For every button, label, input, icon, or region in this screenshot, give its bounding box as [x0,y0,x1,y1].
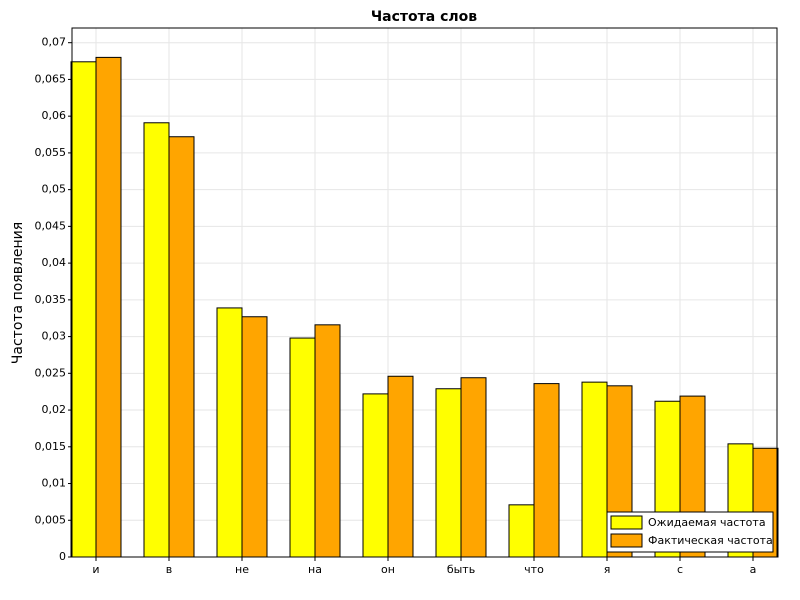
y-tick-label: 0,01 [42,477,67,490]
x-tick-label: он [381,563,395,576]
y-axis-label: Частота появления [10,222,26,364]
y-tick-label: 0,045 [35,219,67,232]
bar [70,61,97,558]
y-tick-label: 0,05 [42,183,67,196]
y-tick-label: 0,03 [42,330,67,343]
x-tick-label: в [166,563,172,576]
legend-label: Фактическая частота [648,534,773,547]
x-tick-label: я [604,563,611,576]
legend-label: Ожидаемая частота [648,516,766,529]
y-tick-label: 0,06 [42,109,67,122]
y-tick-label: 0,005 [35,513,67,526]
x-tick-label: что [524,563,544,576]
x-tick-label: на [308,563,322,576]
x-tick-label: и [92,563,99,576]
bar [95,56,122,558]
bar [362,393,389,558]
bar [314,324,341,558]
bar [387,375,414,558]
y-tick-label: 0,02 [42,403,67,416]
x-tick-label: с [677,563,683,576]
y-tick-label: 0,07 [42,36,67,49]
bar [168,136,195,558]
x-tick-label: быть [447,563,475,576]
bar [216,307,243,558]
bar [143,122,170,558]
legend-swatch [610,515,643,530]
bar [289,337,316,558]
bar [241,316,268,558]
y-tick-label: 0 [59,550,66,563]
chart-title: Частота слов [371,9,477,25]
plot-frame [71,27,778,558]
y-tick-label: 0,025 [35,366,67,379]
x-tick-label: а [750,563,757,576]
bar [533,383,560,558]
y-tick-label: 0,04 [42,256,67,269]
y-tick-label: 0,055 [35,146,67,159]
bar [435,388,462,558]
x-tick-label: не [235,563,249,576]
y-tick-label: 0,015 [35,440,67,453]
bar [460,377,487,558]
bar [581,381,608,558]
bar [508,504,535,558]
legend-swatch [610,533,643,548]
y-tick-label: 0,035 [35,293,67,306]
y-tick-label: 0,065 [35,72,67,85]
